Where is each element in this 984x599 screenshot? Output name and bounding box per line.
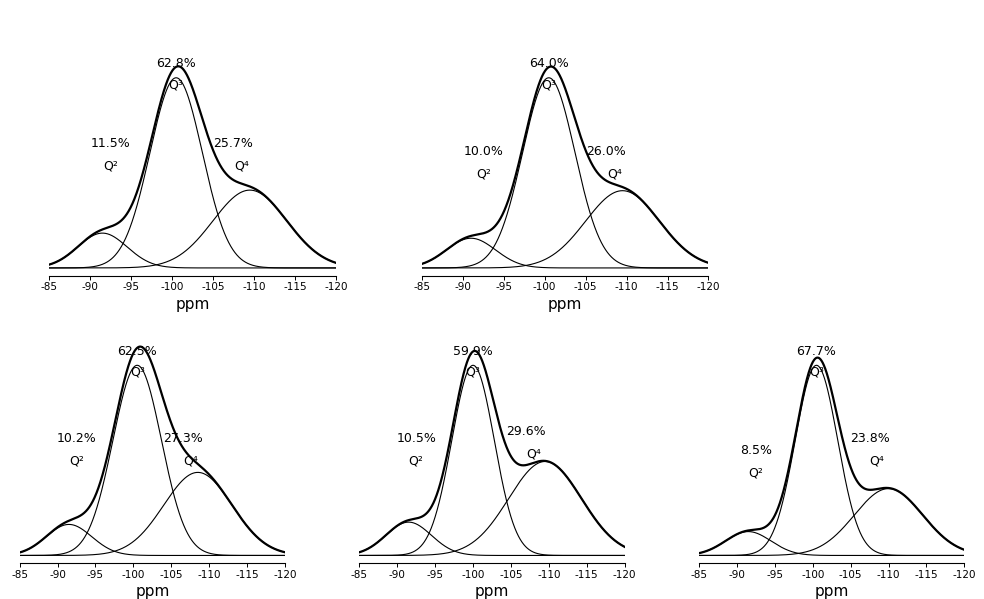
Text: Q²: Q²	[69, 455, 84, 468]
Text: 8.5%: 8.5%	[740, 444, 771, 456]
Text: Q³: Q³	[465, 365, 480, 379]
X-axis label: ppm: ppm	[475, 584, 509, 599]
X-axis label: ppm: ppm	[548, 297, 583, 311]
Text: 11.5%: 11.5%	[91, 137, 131, 150]
X-axis label: ppm: ppm	[175, 297, 210, 311]
Text: Q⁴: Q⁴	[870, 455, 885, 468]
Text: Q⁴: Q⁴	[183, 455, 198, 468]
Text: 23.8%: 23.8%	[849, 432, 890, 445]
Text: 26.0%: 26.0%	[586, 144, 626, 158]
Text: 10.0%: 10.0%	[463, 144, 503, 158]
Text: Q²: Q²	[103, 160, 118, 173]
Text: 62.8%: 62.8%	[156, 57, 196, 70]
Text: Q³: Q³	[809, 365, 824, 379]
Text: Q²: Q²	[749, 467, 764, 479]
Text: 59.9%: 59.9%	[454, 344, 493, 358]
Text: 62.5%: 62.5%	[117, 344, 157, 358]
Text: Q⁴: Q⁴	[607, 168, 622, 180]
Text: (a): (a)	[182, 323, 204, 338]
Text: 29.6%: 29.6%	[507, 425, 546, 437]
Text: Q³: Q³	[541, 78, 556, 91]
Text: 10.5%: 10.5%	[397, 432, 436, 445]
Text: 64.0%: 64.0%	[529, 57, 569, 70]
Text: 27.3%: 27.3%	[162, 432, 203, 445]
Text: 10.2%: 10.2%	[57, 432, 96, 445]
Text: Q²: Q²	[476, 168, 491, 180]
Text: Q²: Q²	[408, 455, 424, 468]
X-axis label: ppm: ppm	[135, 584, 169, 599]
Text: Q³: Q³	[168, 78, 184, 91]
Text: (b): (b)	[554, 323, 576, 338]
Text: 67.7%: 67.7%	[796, 344, 836, 358]
Text: Q³: Q³	[130, 365, 145, 379]
Text: 25.7%: 25.7%	[214, 137, 254, 150]
Text: Q⁴: Q⁴	[234, 160, 249, 173]
X-axis label: ppm: ppm	[815, 584, 849, 599]
Text: Q⁴: Q⁴	[526, 447, 541, 461]
